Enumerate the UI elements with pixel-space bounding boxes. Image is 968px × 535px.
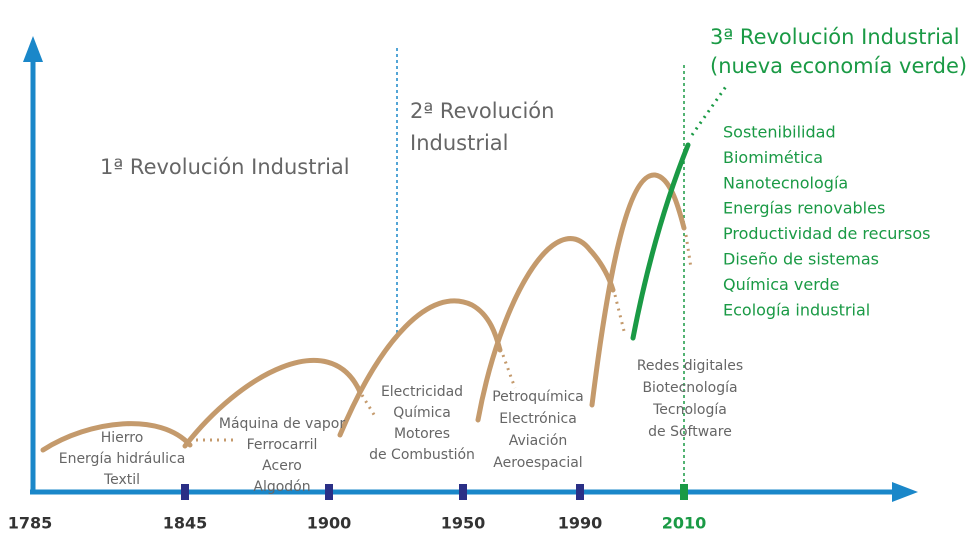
green-item: Productividad de recursos bbox=[723, 224, 930, 243]
axis-tick bbox=[325, 484, 333, 500]
wave-label: Química bbox=[393, 405, 451, 421]
wave-label: de Software bbox=[648, 424, 732, 440]
year-label: 1785 bbox=[8, 514, 53, 533]
wave-label: Aviación bbox=[509, 433, 568, 449]
green-item: Energías renovables bbox=[723, 199, 885, 218]
revolution-label: 3ª Revolución Industrial bbox=[710, 25, 960, 49]
revolution-label: 1ª Revolución Industrial bbox=[100, 155, 350, 179]
wave-curve bbox=[475, 236, 616, 423]
wave-label: Acero bbox=[262, 458, 302, 474]
green-item: Ecología industrial bbox=[723, 300, 870, 319]
axis-arrow bbox=[23, 36, 43, 62]
wave-label: Petroquímica bbox=[492, 389, 584, 405]
revolution-label: 2ª Revolución bbox=[410, 99, 554, 123]
wave-label: Aeroespacial bbox=[493, 455, 582, 471]
wave-label: Máquina de vapor bbox=[219, 416, 345, 432]
wave-curve bbox=[589, 172, 687, 408]
wave-tail bbox=[501, 354, 517, 389]
wave-label: de Combustión bbox=[369, 447, 475, 463]
wave-label: Energía hidráulica bbox=[59, 451, 186, 467]
green-item: Diseño de sistemas bbox=[723, 250, 879, 269]
revolution-label: (nueva economía verde) bbox=[710, 54, 967, 78]
axis-tick bbox=[459, 484, 467, 500]
wave-label: Algodón bbox=[253, 479, 310, 495]
wave-label: Textil bbox=[103, 472, 140, 488]
wave-curve bbox=[182, 358, 363, 449]
revolution-label: Industrial bbox=[410, 131, 509, 155]
wave-label: Ferrocarril bbox=[247, 437, 318, 453]
year-label: 1990 bbox=[558, 514, 603, 533]
wave-label: Electrónica bbox=[499, 411, 577, 427]
year-label: 1900 bbox=[307, 514, 352, 533]
axis-tick bbox=[680, 484, 688, 500]
wave-label: Tecnología bbox=[652, 402, 727, 418]
green-item: Química verde bbox=[723, 275, 840, 294]
wave-label: Electricidad bbox=[381, 384, 463, 400]
axis-tick bbox=[576, 484, 584, 500]
wave-label: Hierro bbox=[101, 430, 144, 446]
wave-label: Motores bbox=[394, 426, 450, 442]
wave-tail bbox=[613, 294, 627, 336]
wave-label: Biotecnología bbox=[642, 380, 737, 396]
axis-arrow bbox=[892, 482, 918, 502]
green-tail bbox=[690, 84, 729, 136]
year-label: 1845 bbox=[163, 514, 208, 533]
wave-curve bbox=[40, 421, 193, 453]
green-curve bbox=[630, 142, 691, 341]
year-label: 2010 bbox=[662, 514, 707, 533]
green-item: Sostenibilidad bbox=[723, 123, 836, 142]
wave-tail bbox=[360, 394, 378, 419]
axis-tick bbox=[181, 484, 189, 500]
green-item: Biomimética bbox=[723, 148, 823, 167]
green-item: Nanotecnología bbox=[723, 173, 848, 192]
wave-label: Redes digitales bbox=[637, 358, 743, 374]
year-label: 1950 bbox=[441, 514, 486, 533]
wave-tail bbox=[684, 234, 693, 269]
wave-curve bbox=[337, 298, 503, 438]
